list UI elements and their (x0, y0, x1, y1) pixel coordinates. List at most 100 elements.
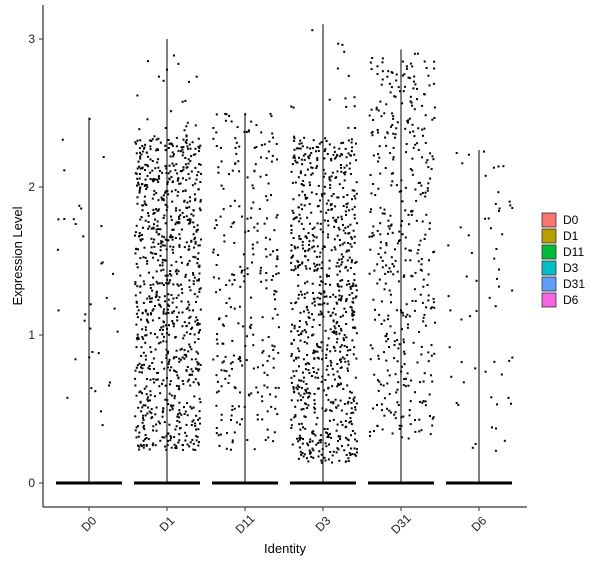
data-point (424, 324, 427, 327)
violins (88, 24, 480, 483)
data-point (347, 126, 350, 129)
data-point (141, 406, 144, 409)
data-point (326, 428, 329, 430)
data-point (178, 421, 181, 424)
data-point (186, 263, 189, 266)
data-point (327, 275, 330, 277)
data-point (225, 370, 228, 373)
x-axis-title: Identity (264, 541, 306, 556)
data-point (403, 341, 405, 344)
data-point (303, 310, 305, 313)
data-point (325, 445, 328, 448)
data-point (336, 196, 339, 199)
data-point (327, 311, 330, 313)
data-point (250, 323, 253, 326)
data-point (176, 319, 179, 322)
data-point (197, 352, 200, 355)
data-point (147, 321, 150, 324)
data-point (336, 261, 339, 264)
data-point (413, 135, 416, 138)
data-point (175, 209, 177, 212)
data-point (290, 302, 293, 305)
data-point (352, 310, 355, 313)
data-point (338, 258, 341, 261)
data-point (341, 279, 344, 282)
data-point (157, 420, 160, 423)
data-point (144, 434, 147, 436)
data-point (332, 418, 335, 421)
data-point (333, 225, 336, 228)
data-point (380, 403, 383, 406)
data-point (335, 429, 338, 432)
data-point (223, 240, 226, 243)
data-point (139, 257, 142, 260)
data-point (233, 241, 236, 244)
data-point (220, 369, 223, 372)
data-point (181, 154, 184, 157)
data-point (410, 214, 413, 216)
data-point (161, 264, 164, 267)
data-point (383, 414, 386, 417)
data-point (390, 86, 393, 89)
data-point (344, 426, 347, 429)
data-point (349, 287, 352, 290)
data-point (474, 367, 477, 370)
data-point (153, 238, 156, 241)
data-point (317, 184, 320, 187)
data-point (223, 234, 226, 237)
data-point (83, 319, 86, 322)
data-point (233, 199, 236, 202)
data-point (152, 308, 155, 311)
data-point (327, 373, 330, 376)
data-point (275, 265, 278, 268)
data-point (306, 387, 309, 390)
data-point (329, 179, 332, 182)
data-point (188, 259, 191, 262)
data-point (353, 96, 356, 99)
data-point (187, 306, 190, 309)
data-point (353, 273, 356, 276)
data-point (170, 142, 173, 145)
data-point (433, 82, 435, 85)
data-point (303, 293, 306, 296)
data-point (157, 242, 160, 245)
data-point (346, 202, 349, 205)
data-point (182, 166, 185, 169)
data-point (177, 388, 180, 391)
data-point (418, 181, 421, 184)
data-point (328, 419, 331, 422)
data-point (199, 209, 202, 212)
data-point (250, 296, 253, 299)
data-point (179, 427, 181, 430)
data-point (414, 83, 417, 86)
data-point (157, 199, 160, 202)
data-point (162, 325, 165, 328)
data-point (338, 228, 341, 231)
data-point (323, 150, 326, 152)
data-point (150, 412, 153, 415)
data-point (310, 166, 313, 169)
data-point (225, 302, 228, 304)
data-point (323, 428, 326, 430)
data-point (324, 410, 327, 412)
data-point (190, 424, 193, 426)
data-point (186, 166, 189, 169)
data-point (144, 169, 146, 171)
data-point (405, 65, 408, 68)
data-point (469, 315, 471, 318)
data-point (380, 323, 383, 325)
data-point (370, 235, 373, 238)
data-point (197, 244, 200, 247)
x-tick-label: D6 (469, 513, 490, 534)
data-point (298, 156, 300, 159)
data-point (293, 135, 296, 138)
data-point (142, 280, 145, 283)
data-point (352, 314, 355, 316)
data-point (313, 298, 316, 300)
data-point (396, 121, 399, 124)
data-point (300, 203, 303, 206)
data-point (411, 209, 414, 212)
data-point (406, 313, 409, 316)
data-point (174, 237, 177, 239)
